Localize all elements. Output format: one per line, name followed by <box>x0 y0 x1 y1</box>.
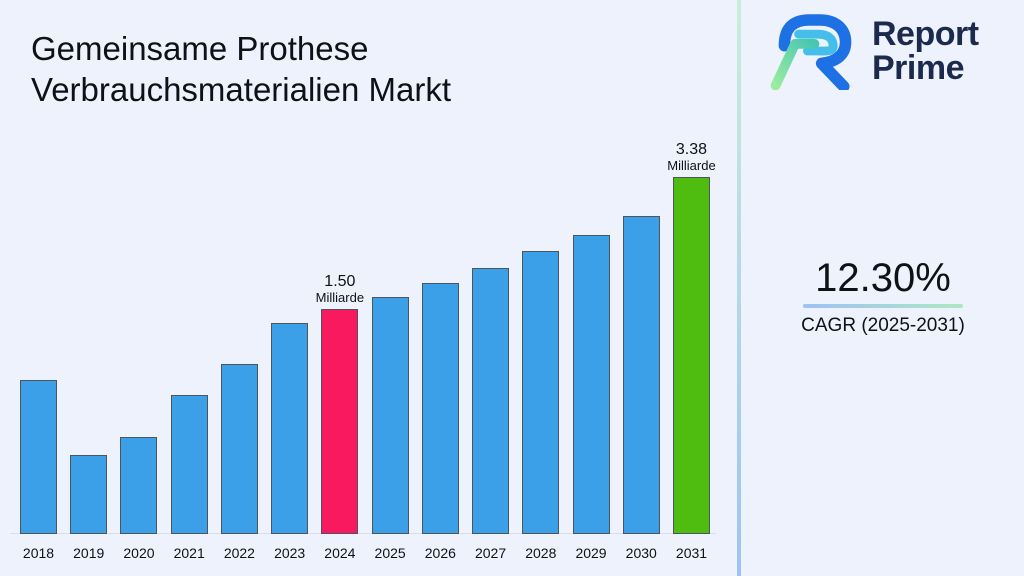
brand-logo: Report Prime <box>766 12 979 90</box>
x-axis-label-2028: 2028 <box>525 545 557 561</box>
bar-chart: 2018 2019 2020 2021 2022 2023 2024 1.50 Milliard… <box>10 141 716 561</box>
x-axis-label-2021: 2021 <box>173 545 205 561</box>
chart-title-line1: Gemeinsame Prothese <box>31 30 369 68</box>
x-axis-label-2031: 2031 <box>675 545 708 561</box>
bar-2029 <box>572 235 610 534</box>
bar-2023 <box>271 323 309 534</box>
x-axis-label-2024: 2024 <box>324 545 356 561</box>
x-axis-label-2026: 2026 <box>424 545 456 561</box>
x-axis-label-2018: 2018 <box>22 545 55 561</box>
x-axis-label-2030: 2030 <box>625 545 657 561</box>
brand-name-line1: Report <box>872 15 979 53</box>
x-axis-line <box>10 533 716 534</box>
x-axis-label-2027: 2027 <box>474 545 507 561</box>
bar-2027 <box>472 268 510 534</box>
bar-2030 <box>622 216 660 534</box>
cagr-value: 12.30% <box>815 256 951 300</box>
chart-title: Gemeinsame Prothese Verbrauchsmaterialie… <box>31 28 451 110</box>
cagr-block: 12.30% CAGR (2025-2031) <box>763 257 1003 337</box>
bar-2018 <box>20 380 57 534</box>
bar-2031 <box>672 177 710 534</box>
annotation-value: 3.38 <box>675 141 708 158</box>
annotation-unit: Milliarde <box>315 290 365 305</box>
bar-annotation-2024: 1.50 Milliarde <box>316 273 364 305</box>
bar-2022 <box>220 364 258 534</box>
bar-2019 <box>70 455 108 534</box>
x-axis-label-2020: 2020 <box>123 545 155 561</box>
bar-2028 <box>522 251 560 534</box>
bar-2026 <box>421 283 459 534</box>
brand-name-line2: Prime <box>872 49 964 87</box>
bar-2024 <box>321 309 359 534</box>
cagr-label: CAGR (2025-2031) <box>801 315 965 336</box>
x-axis-label-2019: 2019 <box>73 545 105 561</box>
x-axis-label-2029: 2029 <box>575 545 607 561</box>
brand-name: Report Prime <box>872 17 979 85</box>
bar-annotation-2031: 3.38 Milliarde <box>667 141 715 173</box>
panel-divider <box>737 0 741 576</box>
x-axis-label-2023: 2023 <box>274 545 306 561</box>
bar-2020 <box>120 437 158 534</box>
chart-title-line2: Verbrauchsmaterialien Markt <box>31 71 452 109</box>
bar-2025 <box>371 297 409 534</box>
annotation-value: 1.50 <box>324 273 356 290</box>
cagr-underline <box>803 304 963 308</box>
x-axis-label-2022: 2022 <box>223 545 255 561</box>
x-axis-label-2025: 2025 <box>374 545 406 561</box>
bar-2021 <box>170 395 208 534</box>
report-prime-logo-icon <box>770 14 852 90</box>
annotation-unit: Milliarde <box>667 158 716 173</box>
